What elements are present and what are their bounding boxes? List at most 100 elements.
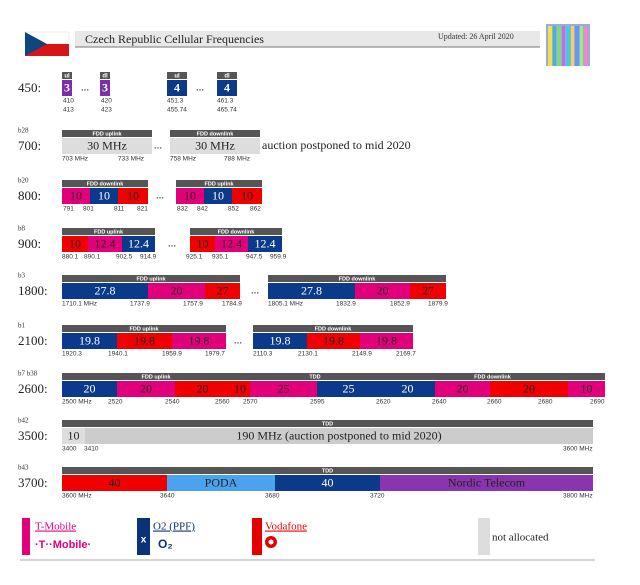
spectrum-block (215, 236, 248, 252)
block-label: 40 (109, 475, 121, 489)
frequency-tick: 2595 (310, 399, 325, 406)
group-header (100, 72, 110, 79)
group-header (253, 325, 413, 332)
frequency-tick: 1757.9 (183, 301, 203, 308)
group-header-label: TDD (322, 421, 333, 427)
icon-stripe (571, 26, 574, 66)
band-label: 3500: (18, 428, 48, 443)
frequency-tick: 2500 MHz (62, 399, 92, 406)
group-header (62, 228, 155, 235)
frequency-tick: 788 MHz (224, 156, 250, 163)
frequency-tick: 2680 (538, 399, 553, 406)
spectrum-block (275, 475, 380, 491)
block-label: 10 (241, 188, 253, 202)
frequency-tick: 2520 (108, 399, 123, 406)
frequency-tick: 1710.1 MHz (62, 301, 97, 308)
spectrum-block (167, 80, 187, 96)
spectrum-block (204, 188, 232, 204)
block-label: 19.8 (189, 333, 210, 347)
flag-blue (25, 32, 47, 56)
spectrum-block (268, 283, 355, 299)
group-header-label: FDD downlink (218, 229, 256, 235)
group-header (62, 467, 593, 474)
group-header-label: FDD uplink (92, 131, 122, 137)
legend-mark: x (141, 535, 147, 546)
frequency-tick: 2690 (590, 399, 605, 406)
spectrum-block (175, 381, 230, 397)
icon-stripe (566, 26, 570, 66)
group-header (268, 275, 446, 282)
block-label: 12.4 (221, 236, 242, 250)
legend-link[interactable]: T-Mobile (35, 521, 76, 533)
band-tag: b20 (18, 177, 29, 185)
frequency-tick: 811 (114, 206, 125, 213)
spectrum-block (117, 333, 172, 349)
band-label: 3700: (18, 475, 48, 490)
frequency-tick: 3600 MHz (563, 446, 593, 453)
frequency-tick: 1979.7 (205, 351, 225, 358)
band-tag: b3 (18, 272, 26, 280)
spectrum-block (88, 236, 122, 252)
frequency-tick: 455.74 (167, 107, 187, 114)
block-label: 20 (402, 381, 414, 395)
spectrum-block (100, 80, 110, 96)
group-header-label: FDD uplink (129, 326, 159, 332)
title: Czech Republic Cellular Frequencies (85, 32, 264, 46)
group-header-label: FDD downlink (315, 326, 353, 332)
icon-stripe (580, 26, 583, 66)
spectrum-block (380, 475, 593, 491)
spectrum-block (317, 381, 380, 397)
spectrum-block (170, 138, 260, 154)
spectrum-block (205, 283, 240, 299)
spectrum-block (490, 381, 568, 397)
block-label: 12.4 (95, 236, 116, 250)
group-header-label: dl (224, 73, 230, 79)
frequency-tick: 3640 (160, 493, 175, 500)
block-label: 20 (84, 381, 96, 395)
group-header (380, 373, 605, 380)
block-label: 10 (70, 188, 82, 202)
group-header (62, 420, 593, 427)
frequency-tick: 2570 (243, 399, 258, 406)
spectrum-block (62, 138, 152, 154)
legend-link[interactable]: O2 (PPF) (153, 521, 195, 533)
spectrum-block (122, 236, 155, 252)
group-header-label: TDD (309, 374, 320, 380)
spectrum-block (62, 283, 148, 299)
block-label: 19.8 (323, 333, 344, 347)
band-tag: b1 (18, 322, 26, 330)
block-label: 12.4 (128, 236, 149, 250)
group-header (62, 72, 72, 79)
group-header-label: FDD downlink (87, 181, 125, 187)
spectrum-block (355, 283, 410, 299)
group-header (176, 180, 262, 187)
band-label: 450: (18, 80, 41, 95)
frequency-tick: 832 (177, 206, 188, 213)
frequency-tick: 2660 (487, 399, 502, 406)
group-header-label: dl (102, 73, 108, 79)
frequency-tick: 2640 (432, 399, 447, 406)
frequency-tick: 758 MHz (170, 156, 196, 163)
frequency-tick: 925.1 (186, 254, 203, 261)
ellipsis: ... (234, 335, 243, 347)
block-label: 19.8 (134, 333, 155, 347)
group-header (62, 275, 240, 282)
frequency-tick: 1920.3 (62, 351, 82, 358)
group-header (190, 228, 282, 235)
group-header-label: FDD downlink (339, 276, 377, 282)
spectrum-block (62, 333, 117, 349)
spectrum-block (148, 283, 205, 299)
block-label: 190 MHz (auction postponed to mid 2020) (236, 428, 441, 442)
frequency-tick: 2620 (376, 399, 391, 406)
block-label: 19.8 (270, 333, 291, 347)
legend-link[interactable]: Vodafone (265, 521, 307, 533)
frequency-tick: 947.5 (246, 254, 263, 261)
block-label: 30 MHz (195, 138, 235, 152)
block-label: 20 (171, 283, 183, 297)
frequency-tick: 1959.9 (162, 351, 182, 358)
group-header-label: FDD uplink (141, 374, 171, 380)
legend-swatch (137, 518, 150, 555)
frequency-tick: 914.9 (140, 254, 157, 261)
block-label: 20 (523, 381, 535, 395)
ellipsis: ... (156, 190, 165, 202)
